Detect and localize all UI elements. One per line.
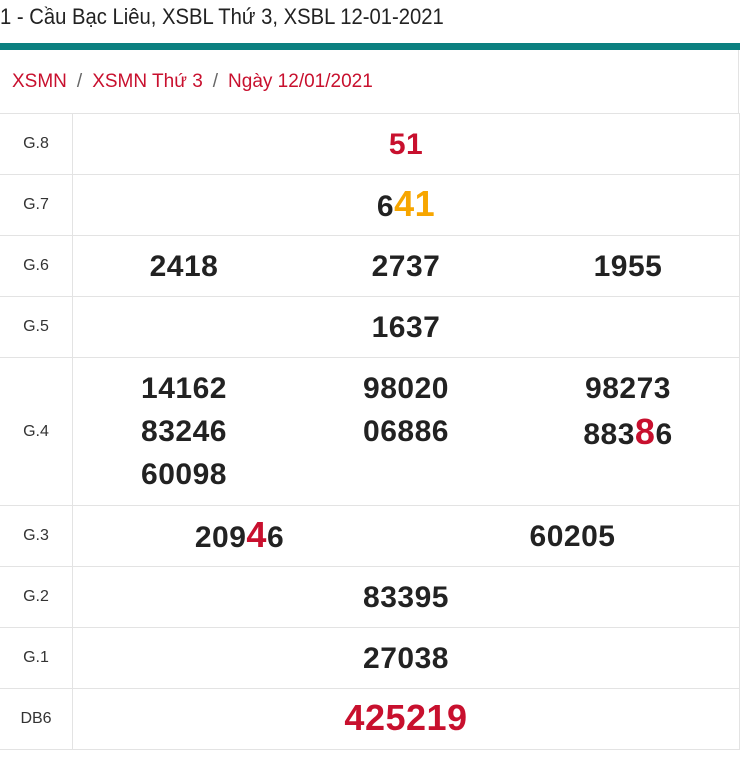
prize-label: G.3	[0, 505, 73, 567]
accent-bar	[0, 43, 740, 50]
number-digits: 83395	[363, 580, 449, 614]
prize-label: DB6	[0, 688, 73, 750]
prize-number: 88386	[517, 410, 739, 456]
number-digits: 51	[388, 127, 424, 161]
prize-number: 27038	[73, 637, 739, 680]
number-digits: 98273	[585, 372, 671, 405]
prize-values: 51	[72, 113, 740, 175]
number-digits: 14162	[141, 372, 227, 405]
prize-cell: 60205	[406, 515, 739, 558]
prize-cell: 2737	[295, 245, 517, 288]
prize-number: 06886	[295, 410, 517, 453]
number-digits: 27038	[363, 641, 449, 675]
prize-cell: 641	[73, 182, 739, 228]
prize-values: 1637	[72, 296, 740, 358]
prize-number: 51	[73, 123, 739, 166]
number-digits: 6	[266, 521, 285, 554]
prize-number: 1955	[517, 245, 739, 288]
prize-row-g1: G.1 27038	[0, 627, 740, 689]
prize-label: G.8	[0, 113, 73, 175]
prize-cell: 51	[73, 123, 739, 166]
prize-cell: 2418	[73, 245, 295, 288]
number-digits: 60205	[529, 519, 616, 553]
prize-cell: 83395	[73, 576, 739, 619]
prize-number: 2737	[295, 245, 517, 288]
prize-number: 2418	[73, 245, 295, 288]
prize-number: 98020	[295, 367, 517, 410]
results-table: G.8 51 G.7 641 G.6 2418 2737 1955 G.5 1637 G.4 1416…	[0, 113, 740, 750]
prize-number: 641	[73, 182, 739, 228]
prize-cell: 98020 06886	[295, 367, 517, 453]
prize-number: 83246	[73, 410, 295, 453]
number-digits: 8	[634, 411, 656, 452]
prize-number: 425219	[73, 696, 739, 742]
prize-row-g6: G.6 2418 2737 1955	[0, 235, 740, 297]
number-digits: 425219	[344, 697, 468, 738]
number-digits: 1637	[371, 310, 441, 344]
prize-cell: 1955	[517, 245, 739, 288]
prize-values: 2418 2737 1955	[72, 235, 740, 297]
prize-label: G.2	[0, 566, 73, 628]
prize-row-g2: G.2 83395	[0, 566, 740, 628]
prize-values: 20946 60205	[72, 505, 740, 567]
breadcrumb-date[interactable]: Ngày 12/01/2021	[228, 70, 373, 92]
prize-label: G.7	[0, 174, 73, 236]
prize-label: G.1	[0, 627, 73, 689]
number-digits: 6	[655, 418, 673, 451]
prize-row-g7: G.7 641	[0, 174, 740, 236]
number-digits: 60098	[141, 458, 227, 491]
prize-row-g8: G.8 51	[0, 113, 740, 175]
breadcrumb: XSMN / XSMN Thứ 3 / Ngày 12/01/2021	[0, 50, 739, 113]
breadcrumb-separator: /	[212, 70, 219, 92]
number-digits: 06886	[363, 415, 449, 448]
number-digits: 83246	[141, 415, 227, 448]
prize-label: G.6	[0, 235, 73, 297]
prize-cell: 425219	[73, 696, 739, 742]
number-digits: 98020	[363, 372, 449, 405]
prize-number: 14162	[73, 367, 295, 410]
prize-cell: 20946	[73, 513, 406, 559]
prize-label: G.5	[0, 296, 73, 358]
prize-cell: 1637	[73, 306, 739, 349]
prize-number: 1637	[73, 306, 739, 349]
breadcrumb-xsmn-thu-3[interactable]: XSMN Thứ 3	[92, 70, 203, 92]
number-digits: 1955	[593, 249, 663, 283]
number-digits: 2737	[371, 249, 441, 283]
number-digits: 883	[583, 418, 635, 451]
number-digits: 6	[376, 190, 395, 223]
number-digits: 4	[246, 514, 267, 555]
prize-values: 425219	[72, 688, 740, 750]
prize-values: 27038	[72, 627, 740, 689]
prize-number: 60205	[406, 515, 739, 558]
prize-number: 60098	[73, 453, 295, 496]
prize-row-g5: G.5 1637	[0, 296, 740, 358]
prize-cell: 14162 83246 60098	[73, 367, 295, 496]
prize-values: 641	[72, 174, 740, 236]
prize-label: G.4	[0, 357, 73, 506]
number-digits: 41	[394, 183, 436, 224]
prize-values: 14162 83246 60098 98020 06886 98273 88386	[72, 357, 740, 506]
prize-number: 20946	[73, 513, 406, 559]
prize-number: 83395	[73, 576, 739, 619]
prize-cell: 98273 88386	[517, 367, 739, 456]
prize-row-db6: DB6 425219	[0, 688, 740, 750]
prize-row-g4: G.4 14162 83246 60098 98020 06886 98273 88386	[0, 357, 740, 506]
prize-cell: 27038	[73, 637, 739, 680]
prize-number: 98273	[517, 367, 739, 410]
page-title: 1 - Cầu Bạc Liêu, XSBL Thứ 3, XSBL 12-01…	[0, 4, 444, 29]
prize-row-g3: G.3 20946 60205	[0, 505, 740, 567]
prize-values: 83395	[72, 566, 740, 628]
breadcrumb-xsmn[interactable]: XSMN	[12, 70, 67, 92]
number-digits: 209	[194, 521, 247, 554]
number-digits: 2418	[149, 249, 219, 283]
breadcrumb-separator: /	[76, 70, 83, 92]
